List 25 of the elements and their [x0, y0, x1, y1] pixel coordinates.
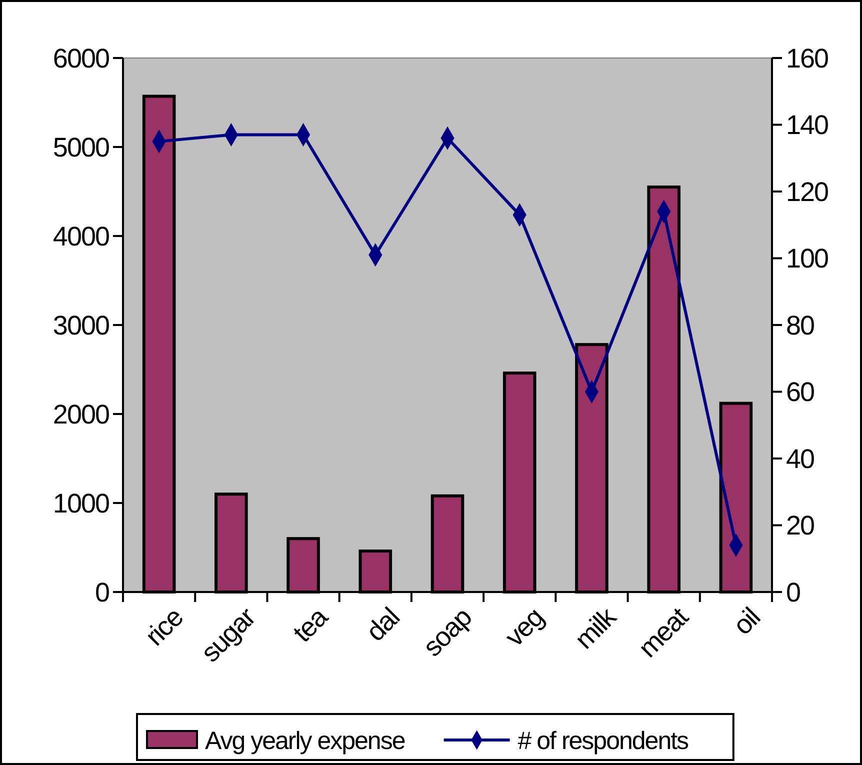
y2-tick-label: 100	[786, 244, 828, 274]
x-tick-label: oil	[727, 602, 766, 641]
legend-label: # of respondents	[518, 727, 689, 755]
y-tick-label: 5000	[52, 132, 109, 162]
y2-tick-label: 40	[786, 444, 814, 474]
x-tick-label: veg	[499, 602, 550, 652]
x-tick-label: dal	[360, 602, 405, 647]
y2-tick-label: 120	[786, 176, 828, 207]
y-tick-label: 1000	[52, 488, 109, 518]
y2-tick-label: 140	[786, 110, 828, 140]
x-tick-label: milk	[569, 601, 622, 655]
y-tick-label: 4000	[52, 221, 109, 252]
y2-tick-label: 20	[786, 510, 814, 541]
y2-tick-label: 60	[786, 377, 814, 408]
y-tick-label: 2000	[52, 399, 109, 430]
y2-tick-label: 160	[786, 43, 828, 74]
y2-tick-label: 0	[786, 577, 800, 608]
legend-label: Avg yearly expense	[205, 727, 405, 755]
y2-tick-label: 80	[786, 310, 814, 340]
y-tick-label: 6000	[52, 43, 109, 74]
x-tick-label: soap	[417, 602, 478, 662]
y-tick-label: 3000	[52, 310, 109, 340]
x-tick-label: tea	[287, 601, 334, 648]
y-tick-label: 0	[94, 577, 109, 608]
x-tick-label: rice	[140, 602, 189, 652]
